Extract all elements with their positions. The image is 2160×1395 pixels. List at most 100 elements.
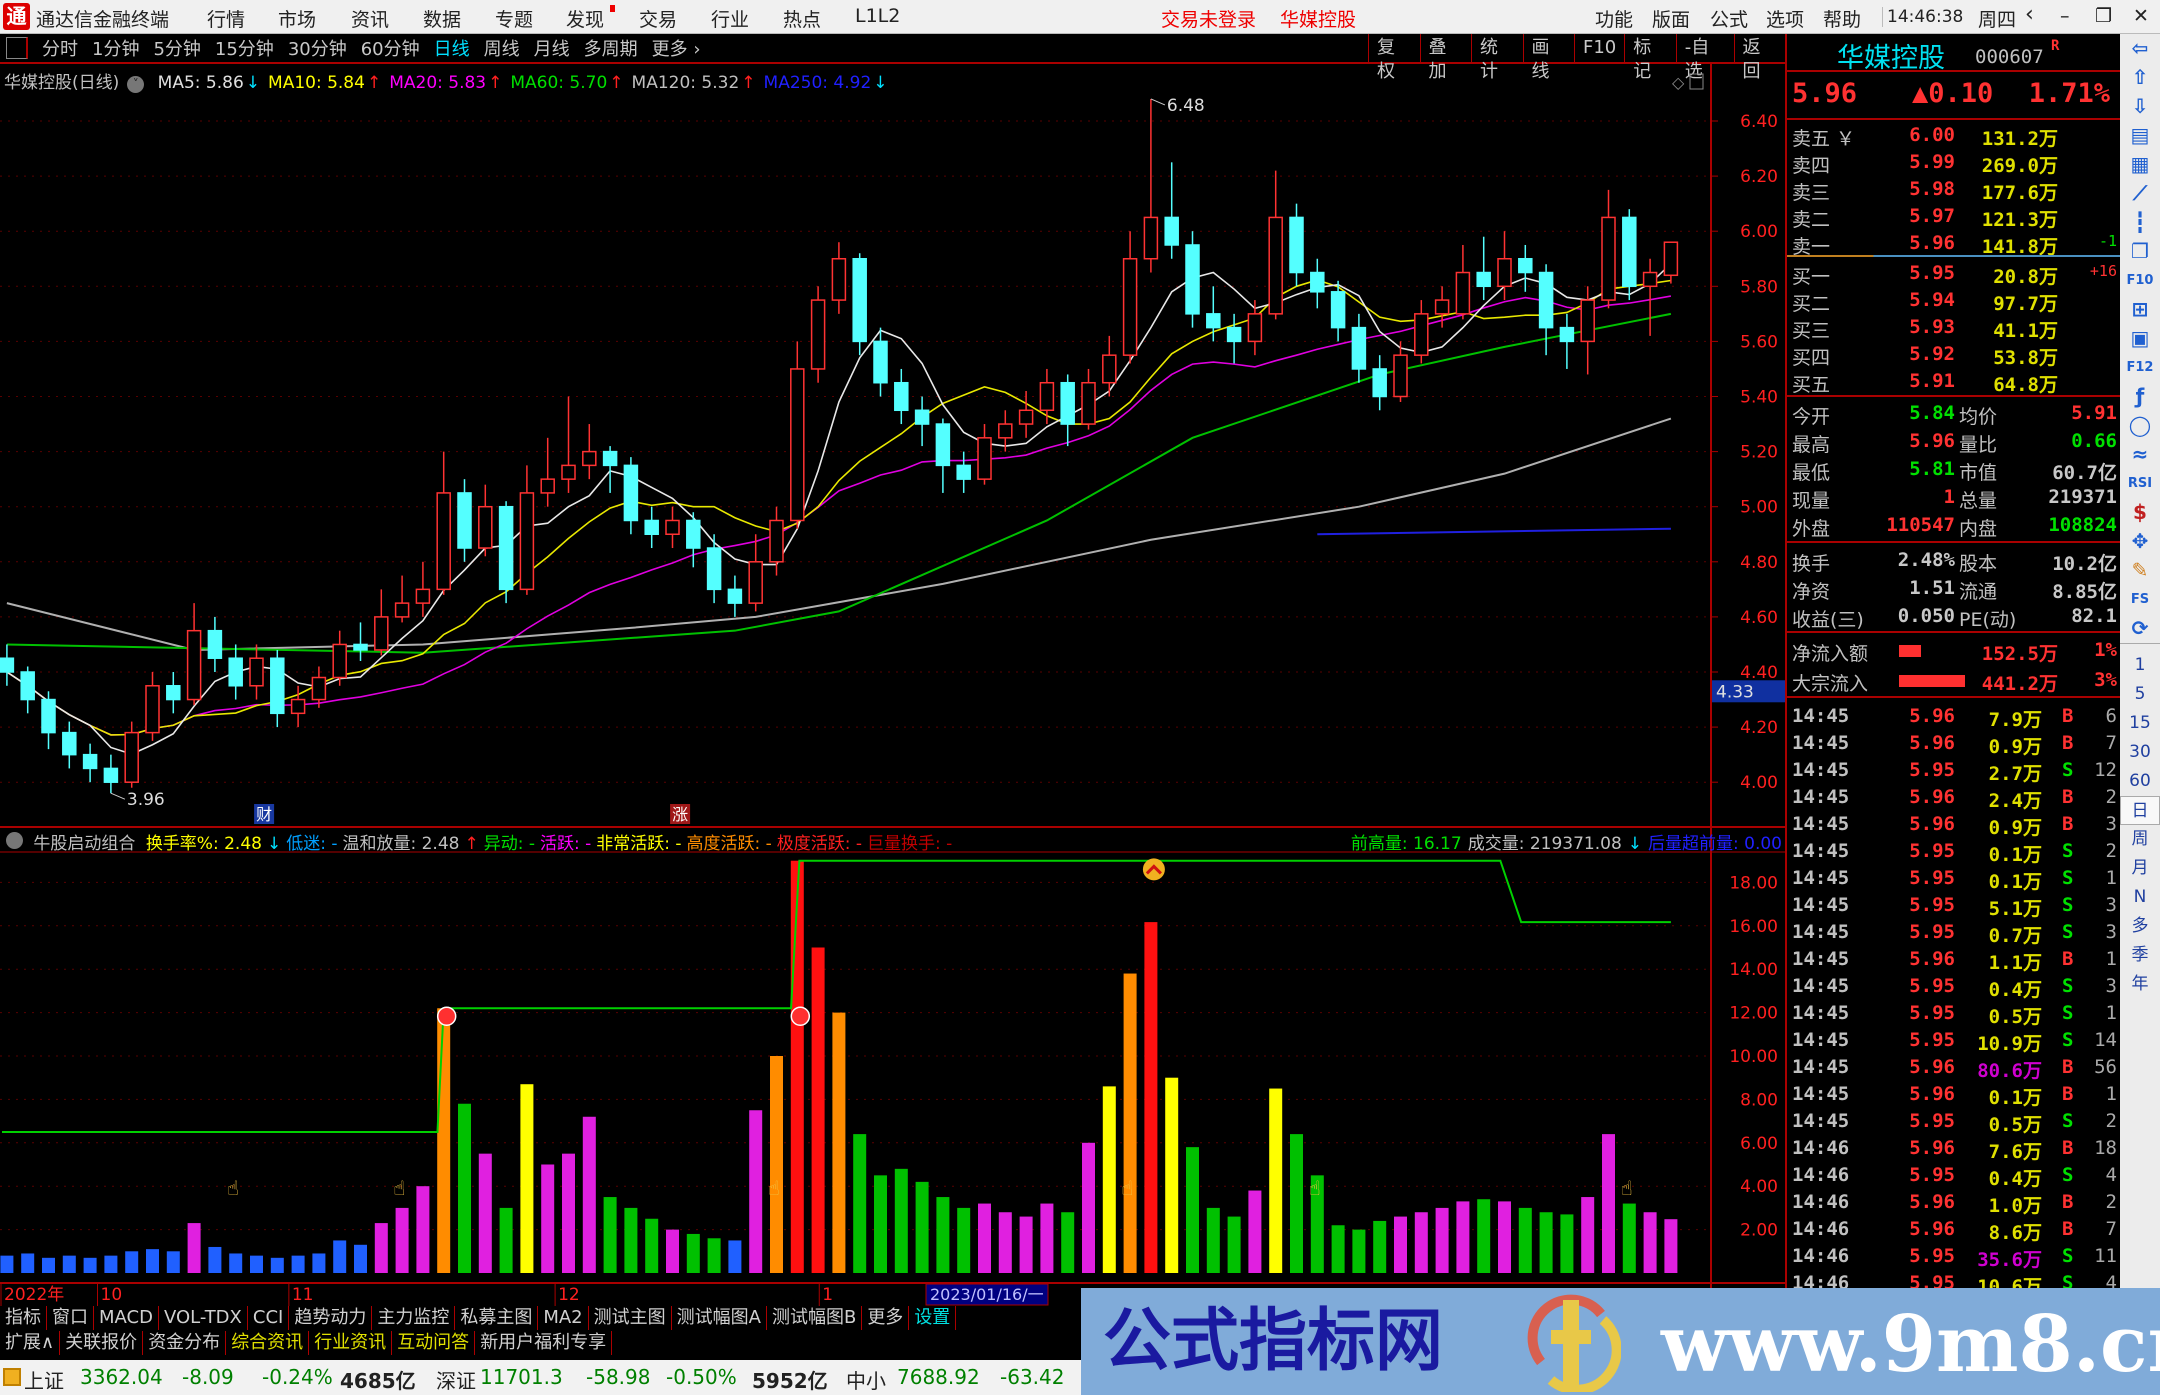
extension-tab[interactable]: 互动问答 — [392, 1331, 476, 1355]
indicator-tab[interactable]: 指标 — [0, 1306, 47, 1330]
status-item[interactable]: 上证 — [24, 1369, 64, 1393]
menu-item[interactable]: 资讯 — [351, 9, 390, 31]
arrow-left-icon[interactable]: ⇦ — [2131, 36, 2149, 60]
status-item[interactable]: 深证 — [436, 1369, 476, 1393]
tool-button[interactable]: 复权 — [1368, 34, 1420, 82]
windows-icon[interactable]: ❐ — [2131, 239, 2149, 263]
rsi-icon[interactable]: RSI — [2127, 476, 2153, 491]
tool-button[interactable]: 统计 — [1471, 34, 1523, 82]
period-tab[interactable]: 5分钟 — [153, 39, 201, 60]
sidebar-period-15[interactable]: 15 — [2129, 713, 2151, 733]
period-tab[interactable]: 日线 — [433, 39, 470, 60]
fs-icon[interactable]: FS — [2130, 592, 2150, 607]
login-status[interactable]: 交易未登录 — [1161, 9, 1257, 31]
indicator-tab[interactable]: VOL-TDX — [159, 1306, 248, 1330]
menu-item[interactable]: 选项 — [1766, 9, 1805, 31]
quote-list-icon[interactable]: ▤ — [2130, 123, 2150, 147]
indicator-tab[interactable]: 趋势动力 — [289, 1306, 373, 1330]
f10-icon[interactable]: F10 — [2126, 273, 2154, 288]
indicator-tab[interactable]: MA2 — [538, 1306, 589, 1330]
menu-item[interactable]: 功能 — [1595, 9, 1634, 31]
menu-item[interactable]: 版面 — [1652, 9, 1691, 31]
sidebar-period-年[interactable]: 年 — [2131, 974, 2149, 994]
sidebar-period-1[interactable]: 1 — [2134, 655, 2146, 675]
formula-icon[interactable]: ƒ — [2135, 384, 2145, 408]
extension-tab[interactable]: 新用户福利专享 — [475, 1331, 613, 1355]
period-tab[interactable]: 分时 — [42, 39, 78, 60]
arrow-up-icon[interactable]: ⇧ — [2131, 65, 2149, 89]
pencil-icon[interactable]: ✎ — [2131, 558, 2149, 582]
circle-icon[interactable]: ◯ — [2128, 413, 2152, 437]
indicator-tab[interactable]: 窗口 — [47, 1306, 94, 1330]
close-button[interactable]: ✕ — [2133, 5, 2149, 27]
indicator-tab[interactable]: 更多 — [862, 1306, 910, 1330]
period-tab[interactable]: 30分钟 — [287, 39, 347, 60]
sidebar-period-60[interactable]: 60 — [2129, 771, 2151, 791]
indicator-tab[interactable]: MACD — [94, 1306, 159, 1330]
clipboard-icon[interactable]: ▣ — [2130, 326, 2150, 350]
menu-item[interactable]: L1L2 — [855, 5, 901, 27]
indicator-tab[interactable]: CCI — [248, 1306, 290, 1330]
menu-item[interactable]: 热点 — [783, 9, 822, 31]
menu-item[interactable]: 数据 — [423, 9, 462, 31]
move-icon[interactable]: ✥ — [2131, 529, 2149, 553]
indicator-dropdown-icon[interactable] — [6, 832, 23, 849]
indicator-tab[interactable]: 设置 — [909, 1306, 957, 1330]
period-tab[interactable]: 更多 › — [651, 39, 701, 60]
back-button[interactable]: ‹ — [2025, 2, 2034, 27]
panel-toggle-icon[interactable] — [6, 37, 28, 59]
sidebar-period-30[interactable]: 30 — [2129, 742, 2151, 762]
grid-table-icon[interactable]: ▦ — [2130, 152, 2150, 176]
period-tab[interactable]: 多周期 — [583, 39, 638, 60]
extension-tab[interactable]: 行业资讯 — [309, 1331, 393, 1355]
extension-tab[interactable]: 扩展∧ — [0, 1331, 61, 1355]
indicator-tab[interactable]: 主力监控 — [372, 1306, 456, 1330]
sidebar-period-季[interactable]: 季 — [2131, 945, 2149, 965]
sidebar-period-多[interactable]: 多 — [2131, 916, 2149, 936]
menu-item[interactable]: 交易 — [639, 9, 678, 31]
tree-icon[interactable]: ⊞ — [2131, 297, 2149, 321]
extension-tab[interactable]: 综合资讯 — [226, 1331, 310, 1355]
extension-tab[interactable]: 关联报价 — [60, 1331, 144, 1355]
tool-button[interactable]: 叠加 — [1419, 34, 1472, 82]
wave-icon[interactable]: ≈ — [2131, 442, 2149, 466]
f12-icon[interactable]: F12 — [2126, 360, 2154, 375]
index-icon[interactable] — [3, 1368, 21, 1386]
extension-tab[interactable]: 资金分布 — [143, 1331, 227, 1355]
sidebar-period-5[interactable]: 5 — [2134, 684, 2146, 704]
menu-item-discover[interactable]: 发现 — [566, 5, 616, 32]
refresh-icon[interactable]: ⟳ — [2131, 616, 2149, 640]
menu-item[interactable]: 帮助 — [1823, 9, 1862, 31]
sidebar-period-周[interactable]: 周 — [2131, 829, 2149, 849]
menu-item[interactable]: 公式 — [1710, 9, 1749, 31]
dropdown-icon[interactable]: ˅ — [127, 76, 145, 93]
maximize-button[interactable]: ❐ — [2095, 5, 2113, 27]
indicator-tab[interactable]: 测试幅图A — [672, 1306, 767, 1330]
menu-item[interactable]: 市场 — [278, 9, 317, 31]
period-tab[interactable]: 1分钟 — [92, 39, 140, 60]
sidebar-period-月[interactable]: 月 — [2131, 858, 2149, 878]
sidebar-period-N[interactable]: N — [2133, 887, 2147, 907]
indicator-tab[interactable]: 私募主图 — [455, 1306, 539, 1330]
sidebar-period-日[interactable]: 日 — [2120, 796, 2160, 825]
period-tab[interactable]: 周线 — [483, 39, 520, 60]
menu-item[interactable]: 行情 — [207, 9, 246, 31]
tool-button[interactable]: 画线 — [1522, 34, 1575, 82]
indicator-tab[interactable]: 测试幅图B — [767, 1306, 863, 1330]
tool-button[interactable]: F10 — [1574, 34, 1624, 62]
tool-button[interactable]: 标记 — [1624, 34, 1676, 82]
menu-item[interactable]: 专题 — [495, 9, 534, 31]
dollar-icon[interactable]: $ — [2133, 500, 2147, 524]
candles-icon[interactable]: ┇ — [2133, 210, 2147, 234]
kline-chart[interactable]: ◇ 6.40 6.20 6.00 5.80 5.60 5.40 5.20 5.00 4.80 4.6… — [0, 0, 1785, 1306]
period-tab[interactable]: 月线 — [533, 39, 570, 60]
minimize-button[interactable]: – — [2060, 5, 2070, 27]
period-tab[interactable]: 15分钟 — [214, 39, 274, 60]
line-chart-icon[interactable]: ⟋ — [2133, 181, 2147, 205]
tool-button[interactable]: -自选 — [1675, 34, 1734, 82]
period-tab[interactable]: 60分钟 — [360, 39, 420, 60]
tool-button[interactable]: 返回 — [1733, 34, 1786, 82]
indicator-tab[interactable]: 测试主图 — [589, 1306, 672, 1330]
arrow-down-icon[interactable]: ⇩ — [2131, 94, 2149, 118]
menu-item[interactable]: 行业 — [711, 9, 750, 31]
